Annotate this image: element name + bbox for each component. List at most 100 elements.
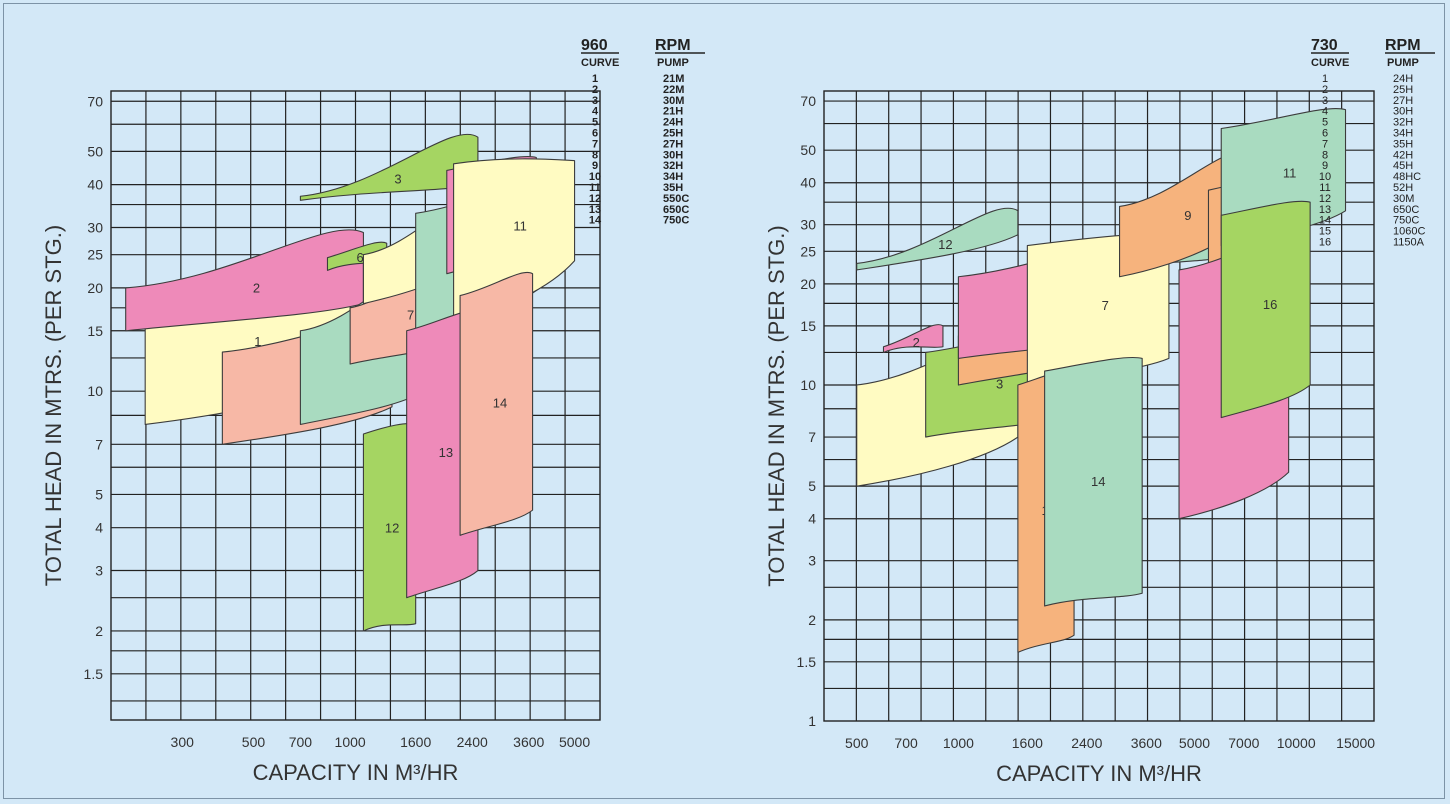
y-tick-label: 70	[800, 93, 816, 109]
curve-band-14	[459, 271, 534, 536]
y-tick-label: 4	[808, 511, 816, 527]
y-tick-label: 1	[808, 713, 816, 729]
legend-curve-number: 3	[592, 95, 598, 107]
x-tick-label: 500	[845, 735, 869, 751]
legend-pump-model: 30M	[1393, 193, 1414, 205]
legend-pump-model: 48HC	[1393, 171, 1421, 183]
y-tick-label: 2	[808, 612, 816, 628]
legend-pump-model: 25H	[1393, 84, 1413, 96]
curve-number-label: 9	[1184, 208, 1191, 223]
curve-number-label: 3	[394, 172, 401, 187]
legend-header-pump: PUMP	[1387, 57, 1419, 69]
y-tick-label: 7	[808, 429, 816, 445]
x-tick-label: 1000	[943, 735, 974, 751]
curve-number-label: 6	[356, 250, 363, 265]
legend-curve-number: 8	[1322, 149, 1328, 161]
y-tick-label: 40	[87, 177, 103, 193]
curve-band-14	[1044, 356, 1143, 607]
y-tick-label: 30	[800, 217, 816, 233]
x-tick-label: 5000	[1179, 735, 1210, 751]
curve-band-16	[1220, 200, 1311, 419]
curve-band-12	[362, 423, 417, 632]
x-tick-label: 1600	[1012, 735, 1043, 751]
y-axis-title: TOTAL HEAD IN MTRS. (PER STG.)	[41, 225, 66, 586]
x-tick-label: 5000	[559, 734, 590, 750]
legend-speed-unit: RPM	[655, 37, 691, 54]
legend-pump-model: 32H	[663, 160, 683, 172]
curve-number-label: 7	[407, 307, 414, 322]
x-axis-title: CAPACITY IN M³/HR	[996, 761, 1202, 786]
legend-pump-model: 42H	[1393, 149, 1413, 161]
x-tick-label: 3600	[513, 734, 544, 750]
legend-curve-number: 2	[1322, 84, 1328, 96]
curve-bands: 12345678910111213141516	[856, 107, 1347, 653]
legend-pump-model: 34H	[663, 171, 683, 183]
curve-number-label: 12	[385, 520, 399, 535]
legend-curve-number: 3	[1322, 95, 1328, 107]
chart-frame: 70 50 40 30 25 20 15 10 7 5 4 3 2 1.5 300 500 700 1000 160…	[3, 3, 1445, 799]
legend-pump-model: 32H	[1393, 117, 1413, 129]
y-tick-label: 30	[87, 220, 103, 236]
curve-pump-legend: 960 RPM CURVE PUMP 1 21M 2 22M 3 30M 4 21H 5 24H 6 25H 7…	[581, 37, 705, 227]
legend-pump-model: 45H	[1393, 160, 1413, 172]
legend-curve-number: 4	[592, 106, 599, 118]
legend-curve-number: 6	[592, 128, 598, 140]
legend-header-curve: CURVE	[1311, 57, 1349, 69]
legend-pump-model: 21M	[663, 73, 684, 85]
y-tick-label: 1.5	[84, 666, 104, 682]
legend-speed: 960	[581, 37, 608, 54]
x-tick-label: 1000	[335, 734, 366, 750]
legend-curve-number: 13	[1319, 204, 1331, 216]
curve-number-label: 14	[493, 396, 507, 411]
y-tick-label: 4	[95, 520, 103, 536]
legend-pump-model: 30H	[1393, 106, 1413, 118]
legend-curve-number: 16	[1319, 237, 1331, 249]
x-tick-label: 500	[242, 734, 266, 750]
y-tick-label: 70	[87, 93, 103, 109]
legend-pump-model: 35H	[1393, 138, 1413, 150]
y-tick-label: 40	[800, 175, 816, 191]
legend-header-curve: CURVE	[581, 57, 619, 69]
legend-curve-number: 7	[1322, 138, 1328, 150]
curve-band-2	[882, 324, 944, 353]
y-tick-label: 25	[800, 243, 816, 259]
curve-number-label: 2	[253, 281, 260, 296]
legend-curve-number: 8	[592, 149, 598, 161]
legend-curve-number: 6	[1322, 128, 1328, 140]
y-tick-label: 3	[808, 553, 816, 569]
y-tick-label: 15	[800, 318, 816, 334]
legend-pump-model: 650C	[663, 204, 689, 216]
curve-number-label: 12	[938, 237, 952, 252]
legend-pump-model: 35H	[663, 182, 683, 194]
legend-curve-number: 13	[589, 204, 601, 216]
legend-curve-number: 1	[1322, 73, 1328, 85]
legend-pump-model: 21H	[663, 106, 683, 118]
curve-number-label: 7	[1102, 298, 1109, 313]
legend-pump-model: 30H	[663, 149, 683, 161]
y-tick-label: 2	[95, 623, 103, 639]
x-axis-title: CAPACITY IN M³/HR	[253, 760, 459, 785]
legend-curve-number: 5	[592, 117, 598, 129]
y-tick-label: 5	[95, 486, 103, 502]
x-tick-label: 3600	[1131, 735, 1162, 751]
curve-pump-legend: 730 RPM CURVE PUMP 1 24H 2 25H 3 27H 4 30H 5 32H 6 34H 7…	[1311, 37, 1435, 249]
curve-band-12	[856, 207, 1019, 271]
legend-curve-number: 11	[589, 182, 601, 194]
x-tick-label: 700	[894, 735, 918, 751]
curve-number-label: 13	[439, 445, 453, 460]
y-tick-label: 3	[95, 563, 103, 579]
y-tick-label: 20	[87, 280, 103, 296]
legend-pump-model: 27H	[1393, 95, 1413, 107]
legend-curve-number: 14	[1319, 215, 1331, 227]
legend-pump-model: 34H	[1393, 128, 1413, 140]
legend-pump-model: 52H	[1393, 182, 1413, 194]
legend-pump-model: 24H	[663, 117, 683, 129]
legend-pump-model: 650C	[1393, 204, 1419, 216]
legend-pump-model: 24H	[1393, 73, 1413, 85]
curve-number-label: 3	[996, 376, 1003, 391]
y-tick-label: 20	[800, 276, 816, 292]
legend-curve-number: 4	[1322, 106, 1328, 118]
